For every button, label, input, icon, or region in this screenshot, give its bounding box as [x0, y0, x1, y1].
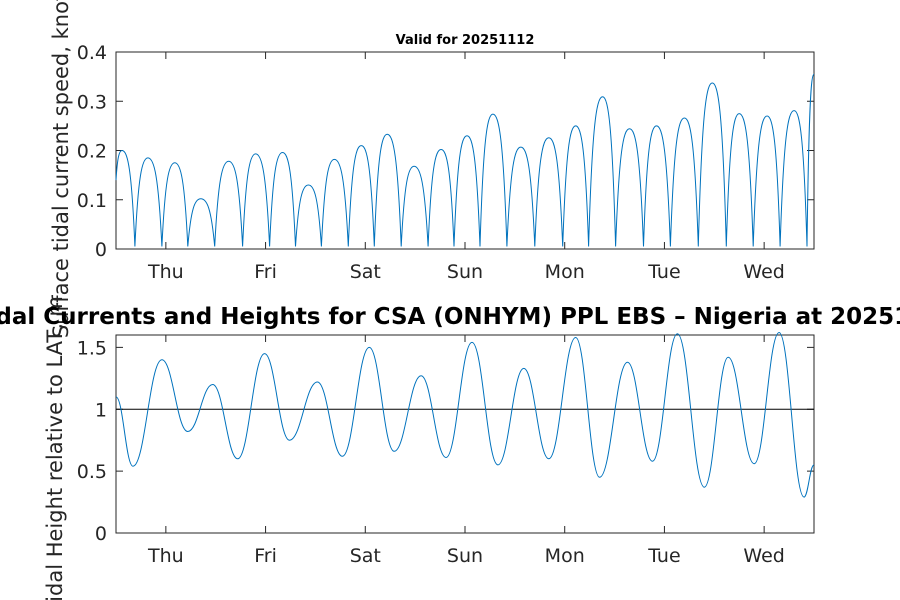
speed-x-tick-label: Fri	[254, 261, 277, 283]
height-x-ticks: Thu Fri Sat Sun Mon Tue Wed	[147, 335, 785, 567]
speed-y-tick-label: 0.3	[77, 91, 107, 113]
height-chart: 0 0.5 1 1.5 Thu Fri Sat Sun Mon Tue Wed Tidal Hei…	[0, 296, 900, 600]
height-y-tick-label: 1.5	[77, 337, 107, 359]
height-x-tick-label: Thu	[147, 545, 184, 567]
height-y-axis-label: Tidal Height relative to LAT, m	[43, 296, 67, 600]
height-x-tick-label: Tue	[647, 545, 680, 567]
speed-y-tick-label: 0.2	[77, 141, 107, 163]
speed-chart: 0 0.1 0.2 0.3 0.4 Thu Fri Sat Sun Mon Tue Wed Vali…	[49, 0, 815, 338]
height-series-line	[115, 331, 815, 498]
height-series	[115, 331, 815, 498]
height-y-ticks: 0 0.5 1 1.5	[77, 337, 814, 545]
speed-y-axis-label: Surface tidal current speed, knots	[49, 0, 73, 338]
height-chart-title: Tidal Currents and Heights for CSA (ONHY…	[0, 304, 900, 330]
speed-x-tick-label: Thu	[147, 261, 184, 283]
height-y-tick-label: 0	[95, 523, 107, 545]
speed-series-line	[115, 73, 815, 247]
speed-x-tick-label: Mon	[545, 261, 585, 283]
height-plot-area	[115, 334, 815, 534]
speed-x-tick-label: Tue	[647, 261, 680, 283]
speed-plot-area	[115, 51, 815, 250]
speed-chart-title: Valid for 20251112	[396, 33, 535, 48]
speed-x-ticks: Thu Fri Sat Sun Mon Tue Wed	[147, 52, 785, 283]
speed-x-tick-label: Wed	[743, 261, 784, 283]
height-x-tick-label: Sat	[350, 545, 381, 567]
speed-y-tick-label: 0.4	[77, 42, 107, 64]
height-y-tick-label: 1	[95, 399, 107, 421]
speed-x-tick-label: Sun	[447, 261, 483, 283]
height-y-tick-label: 0.5	[77, 461, 107, 483]
speed-y-ticks: 0 0.1 0.2 0.3 0.4	[77, 42, 814, 261]
speed-series	[115, 73, 815, 247]
height-x-tick-label: Wed	[743, 545, 784, 567]
speed-y-tick-label: 0	[95, 239, 107, 261]
speed-x-tick-label: Sat	[350, 261, 381, 283]
height-x-tick-label: Sun	[447, 545, 483, 567]
height-x-tick-label: Mon	[545, 545, 585, 567]
height-x-tick-label: Fri	[254, 545, 277, 567]
speed-y-tick-label: 0.1	[77, 190, 107, 212]
